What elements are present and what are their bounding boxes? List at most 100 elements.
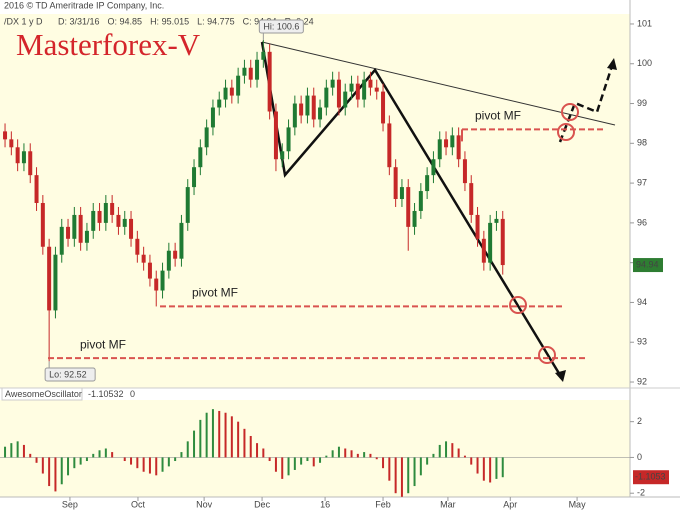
last-osc-box — [633, 470, 669, 485]
lo-label: Lo: 92.52 — [49, 369, 87, 379]
candle-body — [343, 91, 348, 108]
target-circle — [538, 346, 556, 364]
arrow-head — [607, 58, 617, 70]
candle-body — [481, 238, 486, 263]
x-tick-label: Feb — [375, 499, 391, 509]
symbol: /DX 1 y D — [4, 16, 43, 26]
candle-body — [267, 51, 272, 112]
candle-body — [97, 210, 102, 223]
candle-body — [469, 183, 474, 215]
copyright: 2016 © TD Ameritrade IP Company, Inc. — [4, 0, 164, 10]
candle-body — [34, 175, 39, 203]
x-tick-label: Sep — [62, 499, 78, 509]
candle-body — [192, 167, 197, 188]
candle-body — [393, 167, 398, 200]
candle-body — [261, 51, 266, 60]
candle-body — [381, 91, 386, 124]
oscillator-panel — [0, 400, 630, 497]
candle-body — [418, 191, 423, 211]
candle-body — [223, 87, 228, 100]
header-field: O: 94.85 — [108, 16, 143, 26]
candle-body — [399, 187, 404, 200]
candle-body — [437, 139, 442, 160]
candle-body — [3, 131, 8, 140]
trend-line — [261, 41, 616, 126]
target-circle — [561, 103, 579, 121]
x-tick-label: Dec — [254, 499, 271, 509]
candle-body — [160, 270, 165, 291]
candle-body — [456, 135, 461, 160]
candle-body — [59, 226, 64, 255]
candle-body — [299, 103, 304, 116]
hi-label: Hi: 100.6 — [263, 21, 299, 31]
candle-body — [217, 99, 222, 108]
lo-label-box — [44, 367, 96, 382]
candle-body — [166, 250, 171, 271]
candle-body — [122, 218, 127, 227]
candle-body — [248, 67, 253, 80]
candle-body — [374, 87, 379, 92]
candle-body — [72, 214, 77, 239]
header-field: D: 3/31/16 — [58, 16, 100, 26]
candle-body — [412, 210, 417, 227]
candle-body — [129, 218, 134, 239]
y-tick-label: 101 — [637, 18, 652, 28]
candle-body — [324, 87, 329, 108]
candle-body — [431, 159, 436, 176]
y-tick-label: 100 — [637, 58, 652, 68]
pivot-label: pivot MF — [475, 109, 521, 123]
candle-body — [406, 187, 411, 227]
y-tick-label: 97 — [637, 177, 647, 187]
x-tick-label: Oct — [131, 499, 146, 509]
candle-body — [66, 226, 71, 239]
candle-body — [154, 278, 159, 291]
candle-body — [500, 218, 505, 266]
y-tick-label: 2 — [637, 416, 642, 426]
candle-body — [210, 107, 215, 128]
candle-body — [179, 222, 184, 259]
header-field: L: 94.775 — [197, 16, 235, 26]
candle-body — [110, 202, 115, 215]
candle-body — [462, 159, 467, 184]
candle-body — [425, 175, 430, 192]
last-price: 94.94 — [636, 259, 659, 269]
candle-body — [204, 127, 209, 148]
y-tick-label: -2 — [637, 488, 645, 498]
candle-body — [40, 202, 45, 247]
header-field: H: 95.015 — [150, 16, 189, 26]
candle-body — [349, 83, 354, 92]
y-tick-label: 96 — [637, 217, 647, 227]
candle-body — [330, 79, 335, 88]
drawings — [260, 41, 617, 382]
candle-body — [387, 123, 392, 168]
candle-body — [116, 214, 121, 227]
oscillator-param: 0 — [130, 389, 135, 399]
candle-body — [292, 103, 297, 128]
candle-body — [21, 151, 26, 164]
candle-body — [141, 254, 146, 263]
price-panel — [0, 14, 630, 388]
oscillator-value: -1.10532 — [88, 389, 124, 399]
candle-body — [362, 79, 367, 100]
y-tick-label: 0 — [637, 452, 642, 462]
candle-body — [147, 262, 152, 279]
candle-body — [173, 250, 178, 259]
candle-body — [273, 111, 278, 160]
candle-body — [78, 214, 83, 243]
candle-body — [84, 230, 89, 243]
candle-body — [198, 147, 203, 168]
candle-body — [15, 147, 20, 164]
candle-body — [305, 95, 310, 116]
y-tick-label: 94 — [637, 297, 647, 307]
zigzag — [260, 41, 562, 376]
candle-body — [103, 202, 108, 223]
pivot-label: pivot MF — [192, 286, 238, 300]
x-tick-label: Nov — [196, 499, 213, 509]
candle-body — [135, 238, 140, 255]
candle-body — [318, 107, 323, 120]
candle-body — [280, 151, 285, 160]
target-circle — [509, 296, 527, 314]
chart-title: Masterforex-V — [16, 27, 201, 62]
candle-body — [311, 95, 316, 120]
candle-body — [444, 139, 449, 148]
